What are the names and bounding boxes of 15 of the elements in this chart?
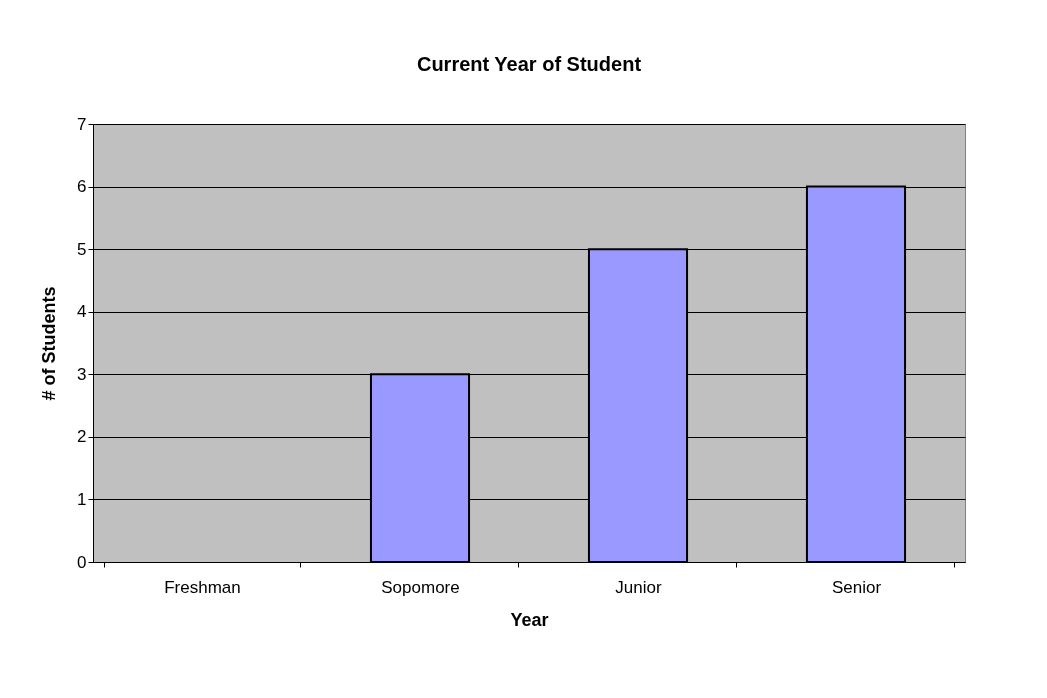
x-tick-label: Senior [831, 577, 882, 597]
y-tick-label: 3 [77, 364, 87, 384]
x-tick-label: Freshman [164, 577, 241, 597]
chart-title: Current Year of Student [416, 53, 642, 75]
y-tick-label: 4 [77, 302, 87, 322]
x-axis-title: Year [510, 609, 549, 630]
y-tick-label: 1 [77, 489, 87, 509]
y-axis-title: # of Students [39, 286, 60, 401]
y-tick-label: 7 [77, 114, 87, 134]
x-tick-label: Sopomore [381, 577, 460, 597]
x-tick-label: Junior [615, 577, 662, 597]
y-tick-label: 2 [77, 427, 87, 447]
y-tick-label: 5 [77, 239, 87, 259]
y-tick-label: 0 [77, 552, 87, 572]
y-tick-label: 6 [77, 177, 87, 197]
